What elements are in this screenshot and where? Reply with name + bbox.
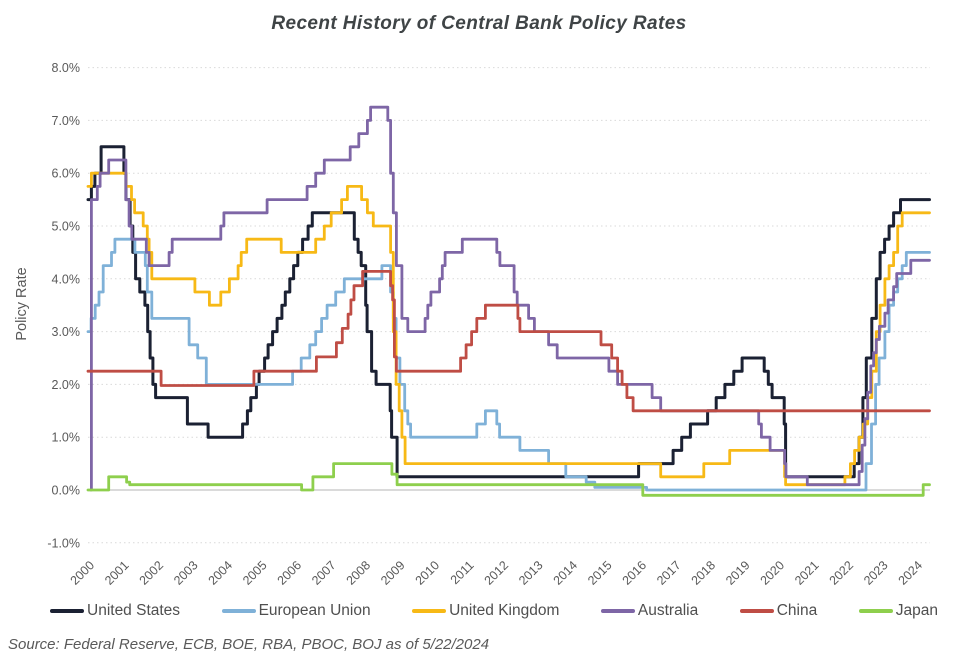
- x-tick-label: 2010: [413, 558, 443, 588]
- series-line-european-union: [86, 237, 931, 492]
- y-tick-label: 3.0%: [52, 325, 81, 339]
- legend-item-china: China: [739, 602, 818, 620]
- european-union-line-swatch-icon: [221, 609, 256, 613]
- legend-label: Japan: [895, 602, 938, 619]
- x-tick-label: 2017: [654, 558, 684, 588]
- y-tick-label: 8.0%: [52, 61, 81, 75]
- x-tick-label: 2022: [827, 558, 857, 588]
- series-line-australia: [89, 105, 931, 492]
- x-tick-label: 2021: [792, 558, 822, 588]
- chart-canvas: 8.0% 7.0% 6.0% 5.0% 4.0% 3.0% 2.0% 1.0% 0.0% -1.0…: [47, 61, 931, 588]
- legend-label: European Union: [258, 602, 371, 619]
- x-tick-label: 2008: [344, 558, 374, 588]
- x-tick-label: 2011: [448, 558, 477, 587]
- x-tick-label: 2007: [309, 558, 339, 588]
- source-note: Source: Federal Reserve, ECB, BOE, RBA, …: [8, 636, 490, 653]
- x-tick-label: 2014: [551, 558, 581, 588]
- series-line-united-kingdom: [86, 171, 931, 487]
- legend-label: China: [776, 602, 818, 619]
- y-tick-label: 2.0%: [52, 378, 81, 392]
- series-line-china: [86, 270, 931, 413]
- china-line-swatch-icon: [739, 609, 774, 613]
- x-tick-label: 2015: [585, 558, 615, 588]
- legend-label: Australia: [637, 602, 699, 619]
- chart-legend: United States European Union United Kingdo…: [50, 602, 938, 620]
- legend-item-european-union: European Union: [221, 602, 371, 620]
- chart-title: Recent History of Central Bank Policy Ra…: [271, 13, 687, 34]
- x-tick-label: 2018: [689, 558, 719, 588]
- legend-label: United Kingdom: [449, 602, 560, 619]
- x-tick-label: 2001: [102, 558, 132, 588]
- legend-item-japan: Japan: [858, 602, 938, 620]
- y-tick-label: -1.0%: [47, 536, 80, 550]
- x-tick-label: 2012: [482, 558, 512, 588]
- x-tick-label: 2005: [240, 558, 270, 588]
- x-tick-label: 2000: [68, 558, 98, 588]
- united-states-line-swatch-icon: [50, 609, 84, 613]
- y-tick-label: 4.0%: [52, 272, 81, 286]
- y-tick-label: 0.0%: [52, 484, 81, 498]
- y-tick-label: 5.0%: [52, 220, 81, 234]
- x-tick-label: 2002: [137, 558, 167, 588]
- x-tick-label: 2004: [206, 558, 236, 588]
- legend-label: United States: [87, 602, 181, 619]
- y-axis-title: Policy Rate: [14, 267, 30, 341]
- x-tick-label: 2024: [896, 558, 926, 588]
- x-tick-label: 2003: [171, 558, 201, 588]
- x-tick-label: 2006: [275, 558, 305, 588]
- legend-item-united-kingdom: United Kingdom: [412, 602, 559, 620]
- legend-item-united-states: United States: [50, 602, 180, 620]
- y-tick-label: 6.0%: [52, 167, 81, 181]
- y-tick-label: 7.0%: [52, 114, 81, 128]
- x-tick-label: 2019: [723, 558, 753, 588]
- x-tick-label: 2020: [758, 558, 788, 588]
- japan-line-swatch-icon: [858, 609, 893, 613]
- series-line-japan: [86, 462, 931, 497]
- australia-line-swatch-icon: [600, 609, 635, 613]
- x-tick-label: 2016: [620, 558, 650, 588]
- x-tick-label: 2013: [516, 558, 546, 588]
- united-kingdom-line-swatch-icon: [412, 609, 447, 613]
- x-tick-label: 2009: [378, 558, 408, 588]
- x-tick-label: 2023: [861, 558, 891, 588]
- y-tick-label: 1.0%: [52, 431, 81, 445]
- series-line-united-states: [86, 145, 931, 479]
- legend-item-australia: Australia: [600, 602, 699, 620]
